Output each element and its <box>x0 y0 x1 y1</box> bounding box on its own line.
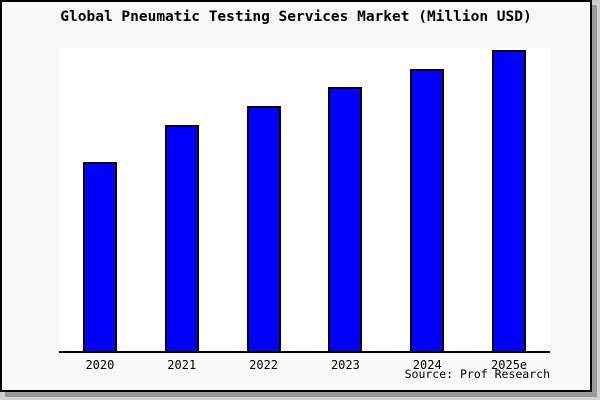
x-tick-label-2024: 2024 <box>412 358 442 372</box>
bar-2023 <box>328 87 363 351</box>
bar-2021 <box>164 125 199 351</box>
x-tick-label-2022: 2022 <box>249 358 279 372</box>
x-axis-labels: 2020 2021 2022 2023 2024 2025e <box>59 358 550 374</box>
bar-2022 <box>246 106 281 351</box>
x-tick-label-2025e: 2025e <box>491 358 528 372</box>
x-tick-label-2021: 2021 <box>167 358 197 372</box>
chart-title: Global Pneumatic Testing Services Market… <box>60 9 532 25</box>
x-tick-label-2023: 2023 <box>330 358 360 372</box>
bar-2020 <box>82 162 117 351</box>
bar-2025e <box>492 50 527 351</box>
x-tick-label-2020: 2020 <box>85 358 115 372</box>
chart-card: Global Pneumatic Testing Services Market… <box>0 0 592 392</box>
bar-2024 <box>410 69 445 351</box>
source-credit: Source: Prof Research <box>404 367 550 381</box>
plot-area <box>59 48 550 353</box>
